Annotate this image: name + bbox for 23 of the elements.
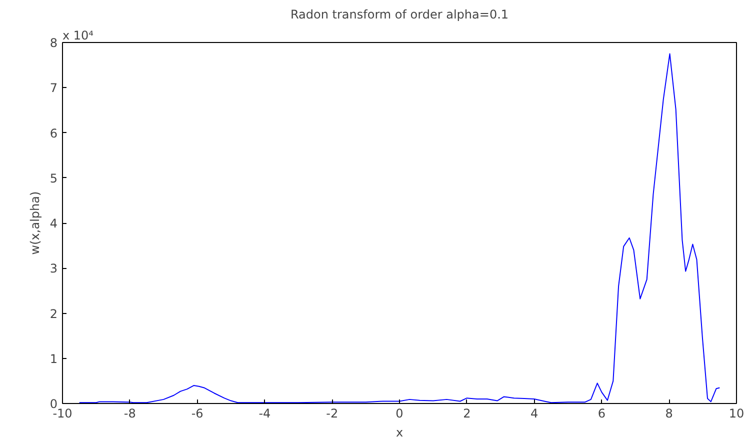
x-tick-label: -2: [326, 406, 338, 420]
y-tick-label: 3: [50, 262, 58, 276]
x-tick-label: 4: [530, 406, 538, 420]
y-tick-label: 8: [50, 36, 58, 50]
x-tick-label: 10: [728, 406, 744, 420]
y-tick-label: 5: [50, 171, 58, 186]
y-tick-label: 1: [50, 352, 58, 366]
annotation: x 10⁴: [62, 28, 94, 42]
line-series: [78, 53, 720, 404]
x-tick-label: 2: [463, 406, 471, 420]
y-tick-label: 4: [50, 216, 58, 230]
x-tick-label: 8: [665, 406, 673, 420]
y-axis-title: w(x,alpha): [28, 191, 42, 255]
x-axis-title: x: [396, 426, 404, 440]
x-tick-label: 0: [396, 406, 404, 420]
y-tick-label: 2: [50, 306, 58, 321]
x-tick-label: -4: [258, 406, 271, 420]
chart-title: Radon transform of order alpha=0.1: [290, 8, 509, 22]
x-tick-label: 6: [598, 406, 606, 420]
x-tick-label: -6: [191, 406, 204, 420]
y-tick-label: 7: [50, 81, 58, 96]
y-tick-label: 6: [50, 126, 58, 140]
x-tick-label: -8: [124, 406, 136, 420]
